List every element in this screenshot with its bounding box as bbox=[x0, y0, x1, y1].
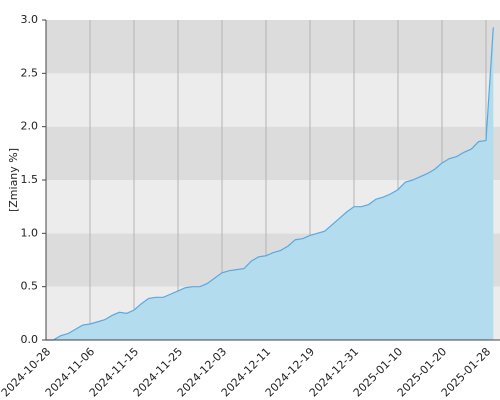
y-tick-label: 2.5 bbox=[21, 66, 39, 79]
y-tick-label: 1.0 bbox=[21, 226, 39, 239]
grid-band bbox=[46, 126, 500, 180]
line bbox=[46, 27, 494, 341]
y-tick-label: 0.5 bbox=[21, 280, 39, 293]
grid-band bbox=[46, 20, 500, 74]
y-tick-label: 1.5 bbox=[21, 173, 39, 186]
y-tick-label: 0.0 bbox=[21, 333, 39, 346]
y-tick-label: 2.0 bbox=[21, 120, 39, 133]
area bbox=[46, 27, 494, 340]
grid-band bbox=[46, 73, 500, 127]
y-axis-label: [Zmiany %] bbox=[7, 148, 20, 212]
y-tick-label: 3.0 bbox=[21, 13, 39, 26]
